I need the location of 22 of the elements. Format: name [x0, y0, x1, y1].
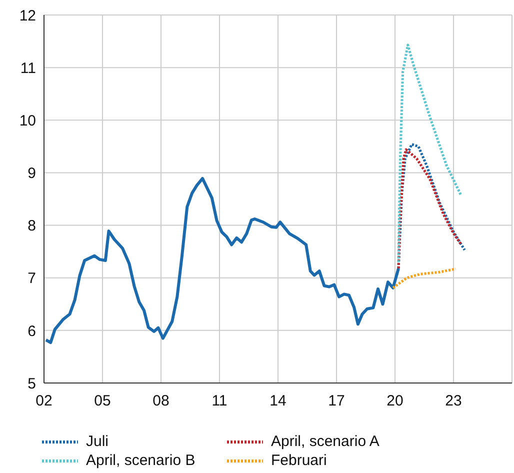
- x-tick-label: 17: [328, 392, 345, 410]
- y-tick-label: 6: [28, 322, 36, 340]
- y-tick-label: 5: [28, 375, 36, 392]
- x-tick-label: 11: [212, 392, 228, 410]
- y-tick-label: 10: [19, 112, 36, 130]
- line-series: [397, 44, 463, 264]
- line-series: [392, 268, 457, 290]
- legend-label: April, scenario A: [271, 433, 380, 450]
- x-tick-label: 14: [270, 392, 286, 410]
- x-tick-label: 23: [445, 392, 462, 410]
- legend-label: Juli: [86, 433, 109, 450]
- y-tick-label: 8: [28, 218, 36, 235]
- x-tick-label: 02: [36, 392, 52, 410]
- legend-label: Februari: [271, 452, 327, 469]
- y-tick-label: 7: [28, 270, 36, 288]
- y-tick-label: 12: [19, 7, 36, 24]
- y-tick-label: 11: [20, 60, 36, 77]
- x-tick-label: 05: [94, 392, 111, 410]
- x-tick-label: 08: [152, 392, 170, 410]
- legend-label: April, scenario B: [86, 452, 196, 469]
- y-tick-label: 9: [28, 165, 36, 182]
- x-tick-label: 20: [386, 392, 404, 410]
